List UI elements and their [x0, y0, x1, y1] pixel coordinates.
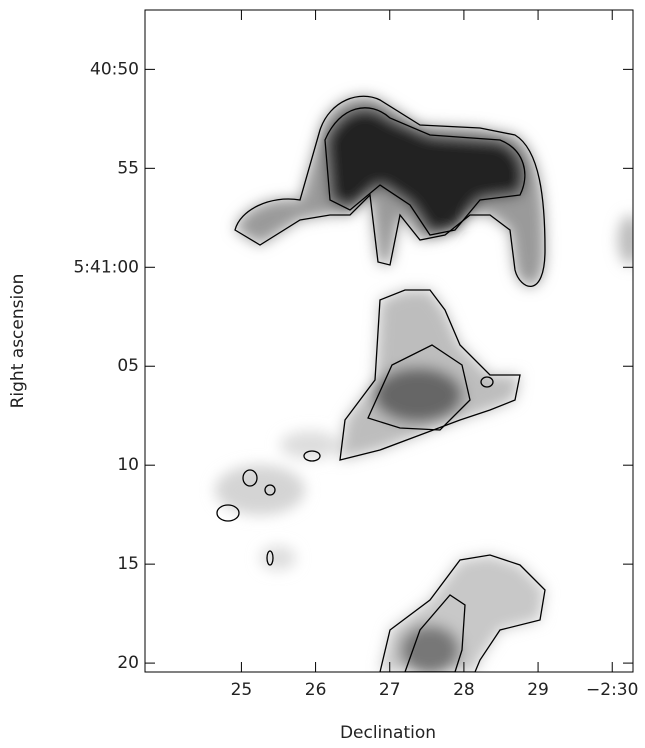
x-tick-label: 27 — [379, 680, 401, 700]
x-tick-label: 28 — [453, 680, 475, 700]
plot-frame — [144, 9, 634, 673]
y-tick-label: 20 — [117, 653, 139, 673]
y-tick-label: 40:50 — [90, 59, 139, 79]
x-tick-label: 29 — [527, 680, 549, 700]
y-axis-label: Right ascension — [8, 274, 28, 409]
x-tick-label: 26 — [305, 680, 327, 700]
y-tick-label: 10 — [117, 455, 139, 475]
emission-map — [215, 95, 633, 672]
x-tick-label: 25 — [231, 680, 253, 700]
x-axis-label: Declination — [340, 723, 436, 743]
y-tick-label: 55 — [117, 158, 139, 178]
y-tick-label: 15 — [117, 554, 139, 574]
y-tick-label: 05 — [117, 356, 139, 376]
y-tick-label: 5:41:00 — [73, 257, 139, 277]
x-tick-label: −2:30 — [586, 680, 638, 700]
